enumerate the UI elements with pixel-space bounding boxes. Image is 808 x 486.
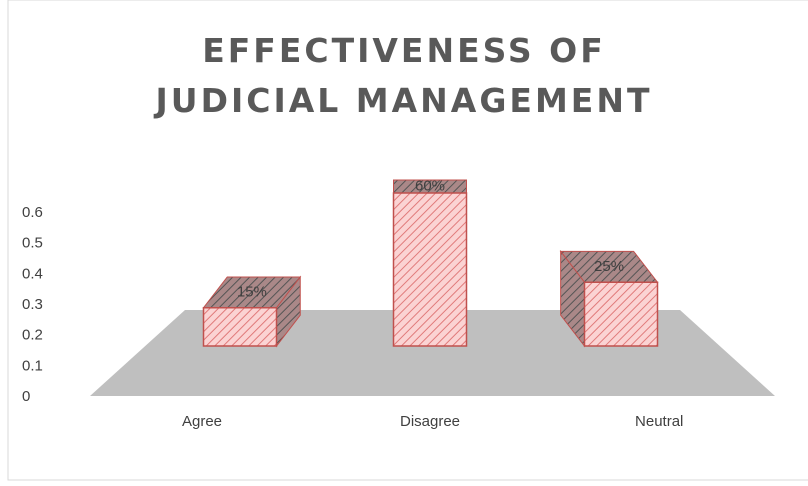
y-tick-label: 0.1 [22,357,43,374]
chart-title: EFFECTIVENESS OF JUDICIAL MANAGEMENT [155,31,653,120]
chart-border [7,0,808,481]
data-label: 15% [237,283,267,300]
y-tick-label: 0.2 [22,327,43,344]
x-tick-label: Neutral [635,413,683,430]
y-tick-label: 0.5 [22,235,43,252]
data-label: 25% [594,258,624,275]
x-tick-label: Disagree [400,413,460,430]
y-tick-label: 0.6 [22,204,43,221]
bar [583,281,659,347]
bar [392,192,468,347]
y-tick-label: 0.4 [22,265,43,282]
y-tick-label: 0 [22,388,30,405]
y-tick-label: 0.3 [22,296,43,313]
x-tick-label: Agree [182,413,222,430]
bar [202,307,278,347]
data-label: 60% [415,177,445,194]
